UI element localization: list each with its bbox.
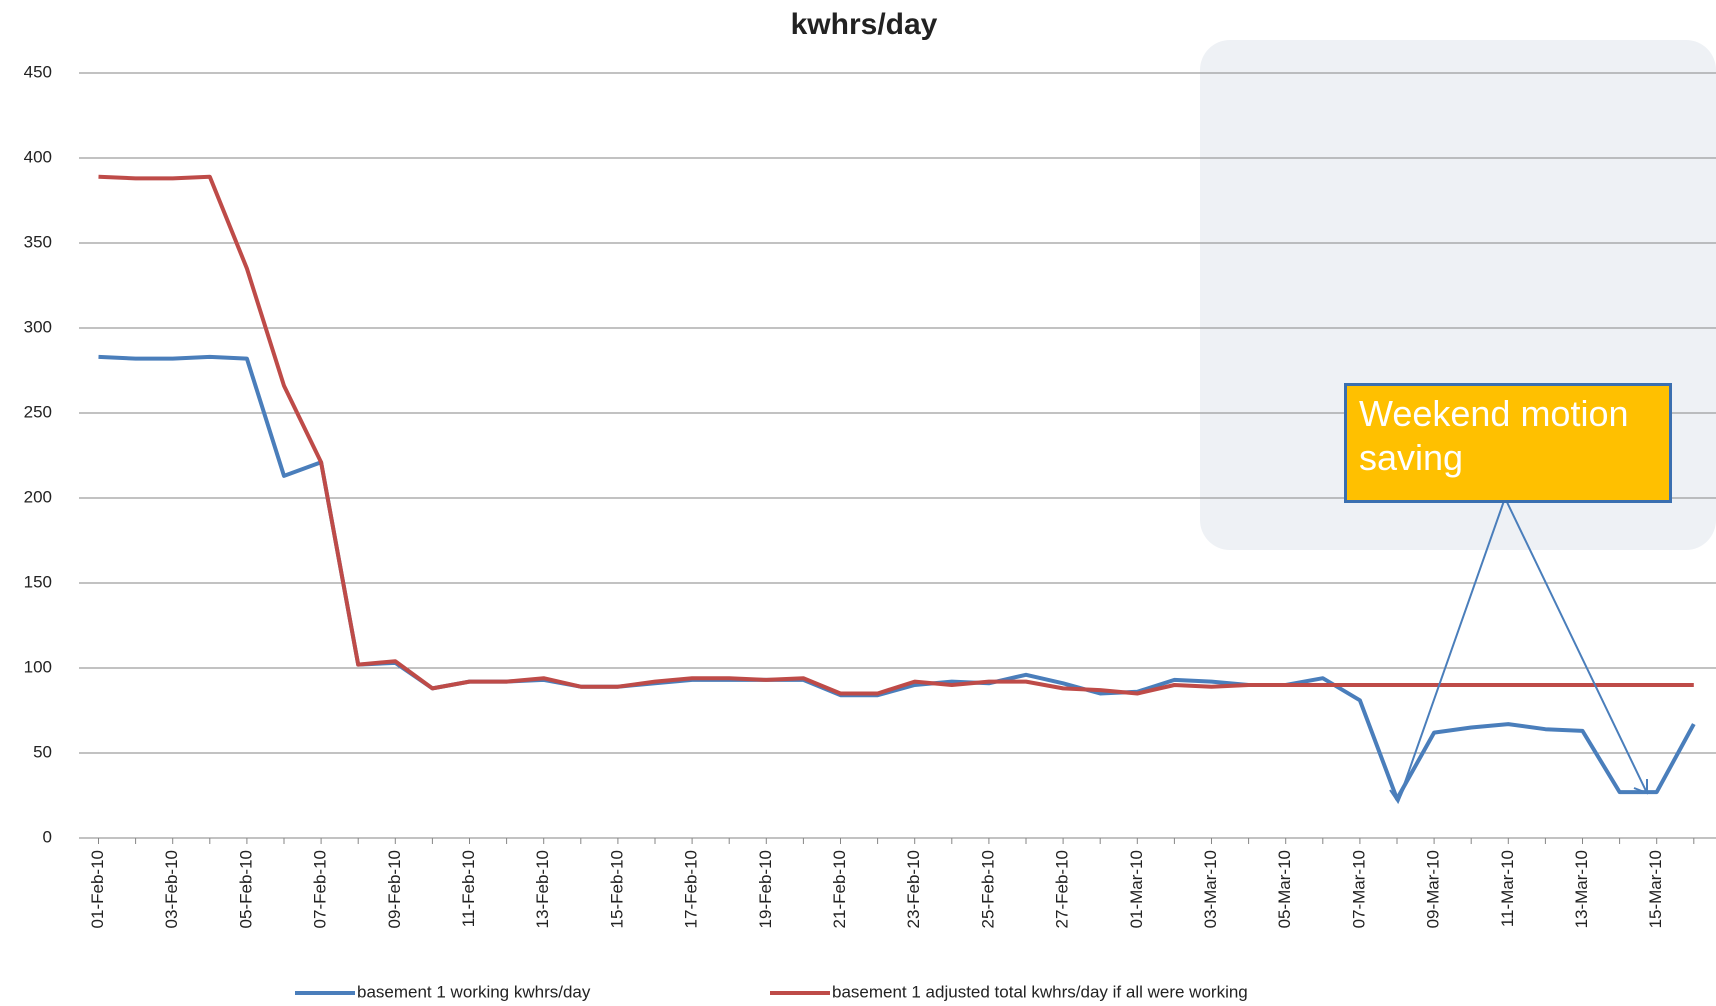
x-tick-label: 07-Feb-10 (311, 850, 330, 928)
x-tick-label: 09-Feb-10 (385, 850, 404, 928)
legend-label: basement 1 working kwhrs/day (357, 982, 591, 1001)
annotation: Weekend motion saving (1344, 383, 1672, 503)
annotation-arrows (1389, 497, 1648, 805)
x-tick-label: 21-Feb-10 (830, 850, 849, 928)
x-tick-label: 07-Mar-10 (1349, 850, 1368, 928)
x-tick-label: 11-Feb-10 (459, 850, 478, 927)
x-tick-label: 23-Feb-10 (904, 850, 923, 928)
x-tick-label: 03-Feb-10 (162, 850, 181, 928)
x-tick-label: 05-Feb-10 (236, 850, 255, 928)
y-tick-label: 150 (24, 572, 52, 591)
x-tick-label: 05-Mar-10 (1275, 850, 1294, 928)
x-tick-label: 25-Feb-10 (978, 850, 997, 928)
x-tick-label: 01-Feb-10 (88, 850, 107, 928)
x-tick-label: 13-Mar-10 (1572, 850, 1591, 928)
y-tick-label: 300 (24, 317, 52, 336)
y-tick-label: 0 (43, 827, 52, 846)
y-tick-label: 350 (24, 232, 52, 251)
y-tick-label: 450 (24, 62, 52, 81)
x-tick-label: 01-Mar-10 (1127, 850, 1146, 928)
x-tick-label: 09-Mar-10 (1424, 850, 1443, 928)
y-tick-label: 100 (24, 657, 52, 676)
x-tick-label: 27-Feb-10 (1053, 850, 1072, 928)
x-tick-label: 15-Feb-10 (607, 850, 626, 928)
y-tick-label: 200 (24, 487, 52, 506)
x-tick-label: 17-Feb-10 (682, 850, 701, 928)
chart-title: kwhrs/day (791, 8, 938, 41)
x-tick-label: 19-Feb-10 (756, 850, 775, 928)
y-tick-label: 400 (24, 147, 52, 166)
x-tick-label: 03-Mar-10 (1201, 850, 1220, 928)
y-tick-label: 50 (33, 742, 52, 761)
x-tick-label: 13-Feb-10 (533, 850, 552, 928)
x-tick-label: 15-Mar-10 (1646, 850, 1665, 928)
y-tick-label: 250 (24, 402, 52, 421)
x-tick-label: 11-Mar-10 (1498, 850, 1517, 927)
legend-label: basement 1 adjusted total kwhrs/day if a… (832, 982, 1248, 1001)
series-line (98, 174, 1694, 696)
